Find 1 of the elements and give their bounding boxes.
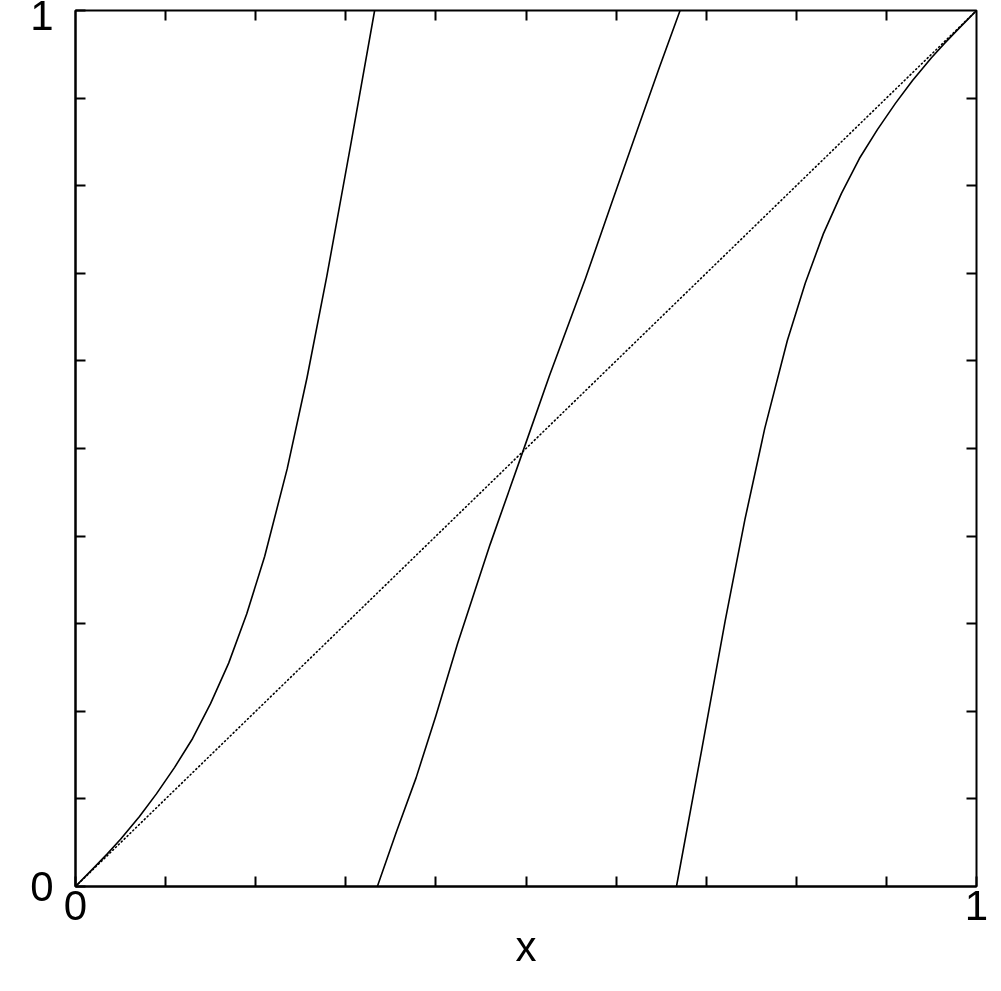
x-axis-title: x <box>515 922 537 970</box>
